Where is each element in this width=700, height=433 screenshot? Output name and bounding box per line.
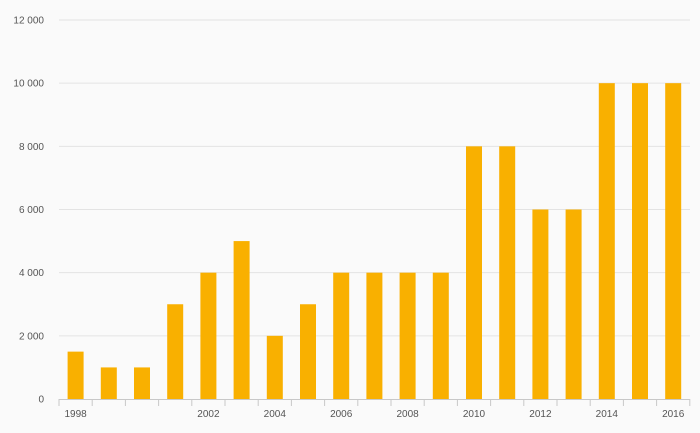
y-tick-label: 2 000 xyxy=(19,331,44,342)
bar-2005 xyxy=(300,304,316,399)
x-tick-label: 2008 xyxy=(396,409,419,420)
bar-2014 xyxy=(598,83,615,400)
y-tick-label: 4 000 xyxy=(19,268,44,279)
x-tick-label: 2016 xyxy=(662,409,685,420)
bar-2012 xyxy=(532,209,549,399)
y-tick-label: 10 000 xyxy=(13,79,44,90)
x-tick-label: 2002 xyxy=(197,409,220,420)
bar-2011 xyxy=(499,146,516,399)
y-tick-label: 12 000 xyxy=(13,16,44,27)
bar-2003 xyxy=(233,241,250,399)
y-tick-label: 8 000 xyxy=(19,142,44,153)
bar-1999 xyxy=(100,367,117,399)
bars xyxy=(67,83,682,400)
x-tick-label: 2006 xyxy=(330,409,353,420)
bar-2009 xyxy=(432,272,449,399)
y-tick-label: 0 xyxy=(38,395,44,406)
bar-2006 xyxy=(333,272,350,399)
bar-2004 xyxy=(266,335,283,399)
bar-2010 xyxy=(466,146,482,399)
gridlines xyxy=(59,19,690,337)
bar-2001 xyxy=(167,304,184,399)
x-axis: 1998200220042006200820102012201420162018 xyxy=(58,399,691,420)
bar-1998 xyxy=(67,351,84,399)
y-axis: 0 2 000 4 000 6 000 8 000 10 000 12 000 xyxy=(13,16,44,406)
bar-2002 xyxy=(200,272,217,399)
x-tick-label: 1998 xyxy=(64,409,87,420)
x-tick-label: 2010 xyxy=(463,409,486,420)
x-tick-label: 2012 xyxy=(529,409,552,420)
x-tick-label: 2014 xyxy=(596,409,619,420)
bar-2008 xyxy=(399,272,416,399)
x-tick-label: 2004 xyxy=(264,409,287,420)
bar-2000 xyxy=(134,367,150,399)
bar-2015 xyxy=(632,83,648,400)
y-tick-label: 6 000 xyxy=(19,205,44,216)
bar-2007 xyxy=(366,272,383,399)
bar-2016 xyxy=(665,83,682,400)
bar-2013 xyxy=(565,209,582,399)
